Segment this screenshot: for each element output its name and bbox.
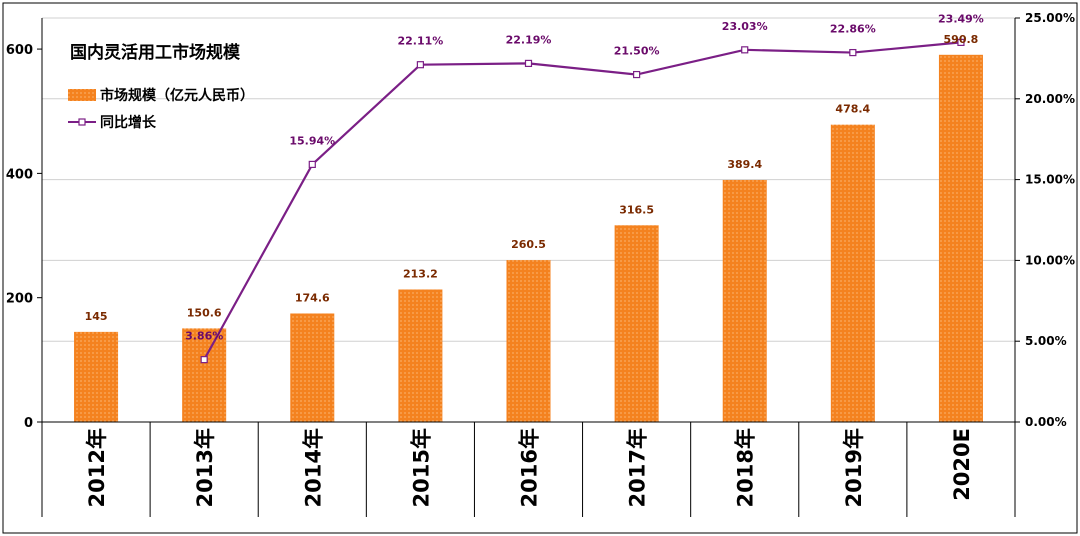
x-tick-label: 2019年 [842,428,866,507]
line-marker [524,59,533,68]
y-left-tick-label: 600 [6,43,33,58]
y-left-tick-label: 400 [6,167,33,182]
data-labels: 145 150.6 174.6 213.2 260.5 316.5 389.4 478.4 59… [85,12,984,342]
bar [290,313,335,422]
bar [182,328,227,422]
bar-value-label: 316.5 [619,203,654,216]
legend: 国内灵活用工市场规模 市场规模（亿元人民币） 同比增长 [68,42,254,131]
y-left-tick-label: 200 [6,292,33,307]
x-tick-label: 2013年 [193,428,217,507]
bar-value-label: 478.4 [835,103,870,116]
growth-line-series [200,38,965,364]
x-tick-label: 2018年 [734,428,758,507]
bar-value-label: 590.8 [944,33,979,46]
y-right-tick-label: 25.00% [1025,11,1075,25]
y-right-tick-label: 20.00% [1025,92,1075,106]
legend-bar-label: 市场规模（亿元人民币） [100,87,254,104]
growth-line [203,41,962,361]
line-value-label: 23.03% [722,20,768,33]
x-tick-label: 2017年 [626,428,650,507]
line-value-label: 22.86% [830,23,876,36]
line-marker [308,160,316,169]
x-tick-label: 2012年 [85,428,109,507]
line-value-label: 23.49% [938,12,984,25]
bar [830,124,875,422]
y-right-tick-label: 15.00% [1025,173,1075,187]
legend-line-label: 同比增长 [100,114,157,131]
y-right-tick-label: 0.00% [1025,415,1067,429]
line-value-label: 22.11% [397,35,443,48]
x-tick-label: 2015年 [409,428,433,507]
x-tick-label: 2020E [950,428,974,501]
bar [506,260,551,422]
line-marker [416,61,424,69]
bar [938,54,983,423]
line-value-label: 22.19% [506,33,552,46]
line-marker [957,38,965,47]
line-marker [741,46,749,54]
bar [74,331,119,422]
line-marker [849,48,857,57]
bar-value-label: 174.6 [295,291,330,304]
axes: 0 200 400 600 0.00% 5.00% 10.00% 15.00% 20.00% 25… [6,11,1075,517]
chart-title: 国内灵活用工市场规模 [70,42,241,63]
bar-value-label: 145 [85,310,108,323]
bar [722,179,767,422]
line-marker [200,356,208,364]
bar-value-label: 260.5 [511,238,546,251]
line-marker [633,70,641,79]
bar [398,289,443,422]
bar-value-label: 389.4 [727,158,762,171]
bar-value-label: 150.6 [187,306,222,319]
x-tick-label: 2014年 [301,428,325,507]
y-right-tick-label: 5.00% [1025,334,1067,348]
legend-line-marker [78,118,86,126]
y-left-tick-label: 0 [24,416,33,431]
bar-series [74,54,983,423]
line-value-label: 3.86% [185,330,223,343]
y-right-tick-label: 10.00% [1025,253,1075,267]
legend-bar-swatch [68,89,96,101]
bar-value-label: 213.2 [403,267,438,280]
line-value-label: 15.94% [289,134,335,147]
line-value-label: 21.50% [614,45,660,58]
bar [614,225,659,422]
x-tick-label: 2016年 [518,428,542,507]
